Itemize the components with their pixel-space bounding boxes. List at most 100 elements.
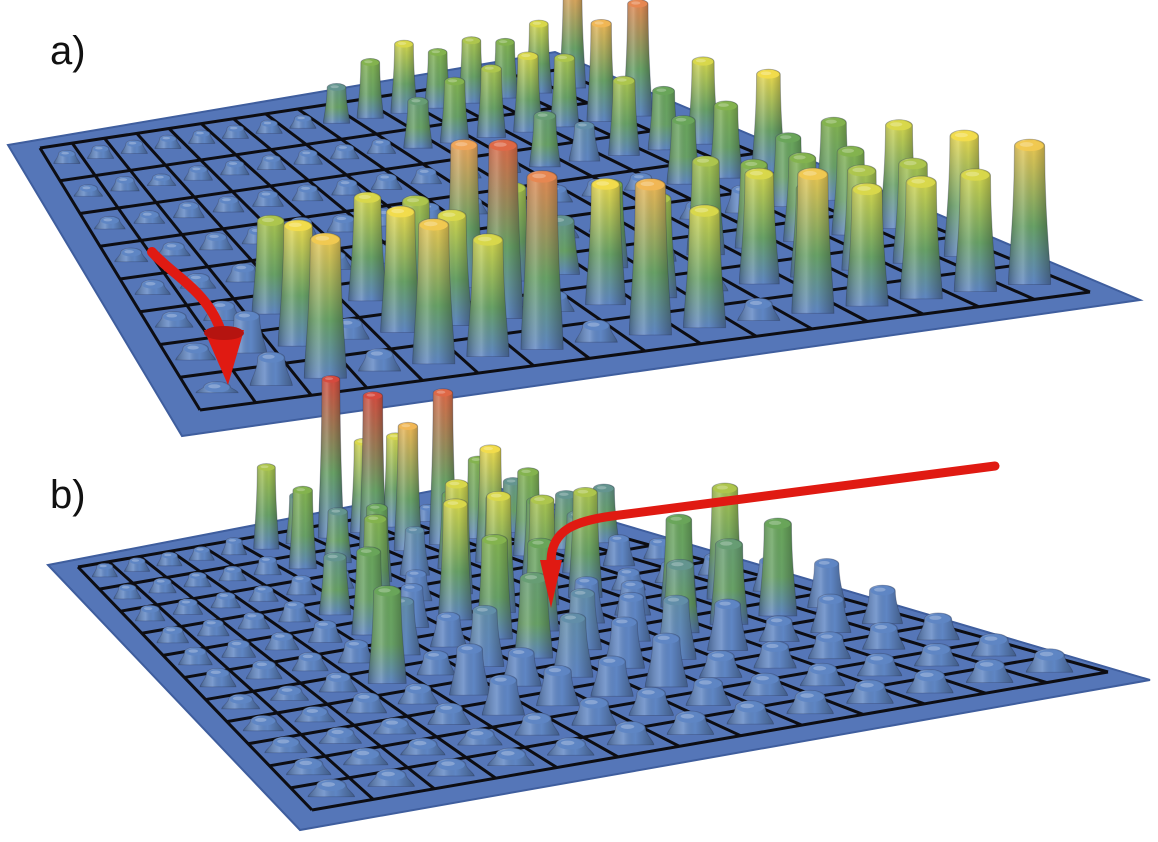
peak-pillar	[367, 768, 415, 787]
peak-pillar	[457, 727, 503, 746]
peak-pillar	[687, 56, 719, 145]
peak-pillar	[93, 215, 126, 230]
peak-pillar	[237, 611, 271, 630]
peak-pillar	[242, 714, 284, 732]
peak-pillar	[356, 58, 384, 119]
peak-pillar	[253, 556, 282, 576]
peak-pillar	[571, 696, 617, 726]
peak-pillar	[322, 83, 351, 124]
peak-pillar	[318, 552, 352, 616]
peak-pillar	[288, 485, 317, 570]
peak-pillar	[221, 124, 249, 139]
peak-pillar	[514, 572, 554, 659]
peak-pillar	[270, 685, 309, 701]
peak-pillar	[156, 241, 191, 257]
peak-pillar	[318, 671, 358, 693]
peak-pillar	[183, 571, 212, 588]
peak-pillar	[188, 129, 216, 144]
panel-a-surface	[6, 0, 1144, 438]
peak-pillar	[380, 205, 421, 333]
peak-pillar	[249, 351, 293, 386]
peak-pillar	[278, 600, 311, 623]
peak-pillar	[307, 778, 356, 798]
peak-pillar	[373, 717, 417, 735]
peak-pillar	[529, 110, 561, 168]
peak-pillar	[708, 100, 743, 179]
grid-line	[76, 565, 314, 812]
peak-pillar	[173, 201, 205, 219]
peak-pillar	[1025, 648, 1074, 673]
peak-pillar	[608, 75, 640, 156]
peak-pillar	[212, 195, 245, 213]
peak-pillar	[427, 702, 471, 725]
peak-pillar	[199, 232, 234, 251]
peak-pillar	[397, 683, 439, 705]
peak-pillar	[221, 639, 257, 658]
peak-pillar	[603, 616, 645, 669]
grid-line	[169, 549, 497, 780]
peak-pillar	[753, 640, 797, 669]
peak-pillar	[252, 190, 284, 207]
peak-pillar	[154, 311, 194, 328]
peak-pillar	[742, 672, 789, 697]
peak-pillar	[666, 115, 701, 185]
peak-pillar	[758, 517, 798, 617]
peak-pillar	[225, 263, 262, 283]
grid-line	[311, 670, 1109, 812]
peak-pillar	[861, 584, 903, 625]
peak-pillar	[393, 421, 422, 552]
peak-pillar	[552, 612, 594, 678]
peak-pillar	[367, 585, 407, 684]
peak-pillar	[685, 677, 731, 706]
peak-pillar	[199, 667, 237, 688]
peak-pillar	[110, 175, 140, 192]
peak-pillar	[188, 546, 215, 561]
peak-pillar	[476, 64, 506, 138]
peak-pillar	[410, 167, 443, 185]
panel-b-label: b)	[50, 473, 86, 517]
peak-pillar	[390, 39, 418, 114]
peak-pillar	[514, 712, 560, 736]
peak-pillar	[148, 577, 177, 594]
peak-pillar	[481, 674, 525, 716]
peak-pillar	[285, 757, 332, 776]
peak-pillar	[303, 232, 347, 379]
peak-pillar	[348, 191, 387, 302]
peak-pillar	[438, 498, 473, 621]
peak-pillar	[791, 167, 835, 314]
peak-pillar	[449, 643, 491, 696]
peak-pillar	[326, 214, 361, 233]
peak-pillar	[606, 721, 655, 746]
peak-pillar	[953, 168, 997, 293]
peak-pillar	[758, 615, 800, 642]
peak-pillar	[574, 319, 618, 343]
peak-pillar	[318, 726, 362, 744]
peak-pillar	[210, 591, 241, 609]
peak-pillar	[439, 76, 470, 144]
peak-pillar	[256, 154, 287, 170]
peak-pillar	[786, 689, 834, 715]
peak-pillar	[264, 736, 308, 754]
peak-pillar	[293, 149, 323, 165]
peak-pillar	[644, 632, 688, 688]
panel-a-label: a)	[50, 29, 86, 73]
peak-pillar	[134, 604, 166, 622]
peak-pillar	[253, 463, 280, 550]
peak-pillar	[175, 342, 217, 361]
grid-line	[107, 560, 375, 801]
peak-pillar	[91, 562, 118, 578]
peak-pillar	[345, 691, 388, 714]
peak-pillar	[906, 669, 954, 694]
peak-pillar	[400, 737, 446, 756]
peak-pillar	[810, 593, 852, 634]
peak-pillar	[846, 679, 894, 704]
peak-pillar	[856, 652, 903, 677]
peak-pillar	[416, 650, 456, 676]
peak-pillar	[178, 646, 213, 666]
peak-pillar	[255, 119, 283, 134]
peak-pillar	[317, 375, 344, 539]
curved-down-arrow-icon	[147, 247, 244, 385]
peak-pillar	[513, 51, 543, 133]
peak-pillar	[845, 182, 889, 307]
